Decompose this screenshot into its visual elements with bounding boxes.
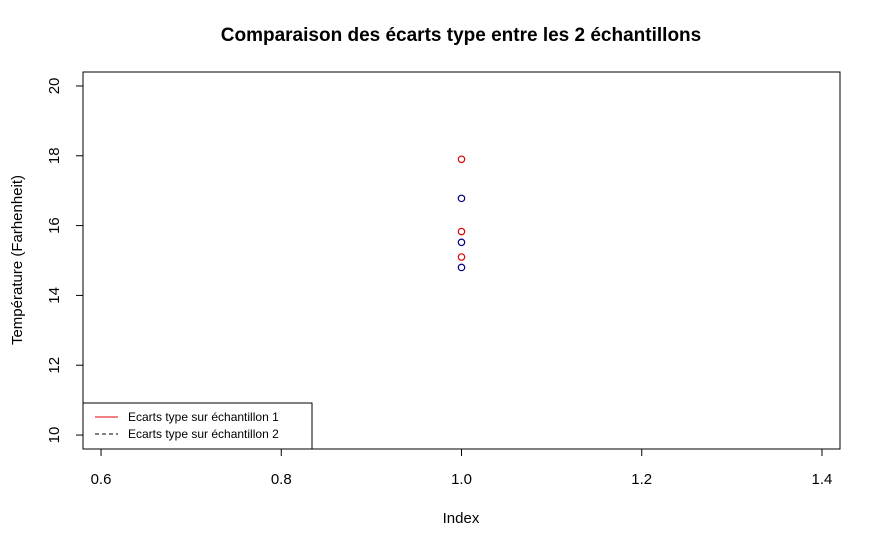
x-axis: 0.6 0.8 1.0 1.2 1.4	[91, 448, 833, 488]
x-tick-label: 0.6	[91, 471, 112, 488]
y-tick-label: 14	[46, 287, 63, 304]
y-axis: 10 12 14 16 18 20	[46, 78, 84, 444]
chart-title: Comparaison des écarts type entre les 2 …	[221, 25, 701, 46]
x-tick-label: 1.0	[451, 471, 472, 488]
legend-label-series-1: Ecarts type sur échantillon 1	[128, 410, 279, 424]
x-tick-label: 1.2	[631, 471, 652, 488]
y-tick-label: 16	[46, 217, 63, 234]
legend-box	[82, 402, 313, 450]
legend: Ecarts type sur échantillon 1 Ecarts typ…	[82, 402, 313, 450]
data-point-series-1	[457, 155, 466, 164]
data-point-series-2	[457, 263, 466, 272]
x-tick-label: 0.8	[271, 471, 292, 488]
data-point-series-1	[457, 227, 466, 236]
data-point-series-2	[457, 194, 466, 203]
y-tick-label: 20	[46, 78, 63, 95]
data-points	[457, 155, 466, 272]
y-tick-label: 12	[46, 357, 63, 374]
y-tick-label: 10	[46, 427, 63, 444]
x-axis-label: Index	[443, 510, 480, 527]
y-axis-label: Température (Farhenheit)	[9, 175, 26, 345]
legend-label-series-2: Ecarts type sur échantillon 2	[128, 427, 279, 441]
y-tick-label: 18	[46, 147, 63, 164]
data-point-series-2	[457, 238, 466, 247]
data-point-series-1	[457, 253, 466, 261]
x-tick-label: 1.4	[812, 471, 833, 488]
